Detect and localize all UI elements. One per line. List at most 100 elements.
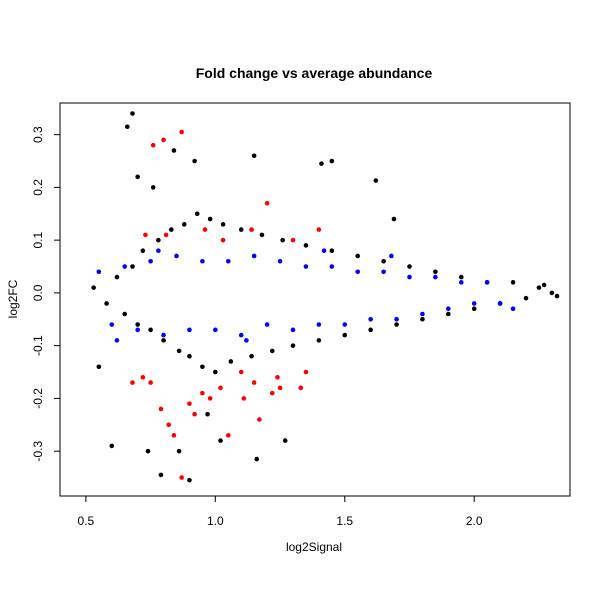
data-point [458, 280, 464, 285]
data-point [269, 348, 275, 354]
data-point [135, 327, 140, 333]
data-point [277, 385, 283, 391]
data-point [228, 359, 234, 364]
data-point [150, 142, 156, 148]
data-point [275, 375, 280, 380]
data-point [510, 306, 516, 312]
data-point [148, 380, 153, 385]
x-tick-label: 2.0 [466, 514, 483, 528]
data-point [316, 227, 322, 232]
data-point [176, 348, 182, 354]
data-point [130, 111, 135, 116]
data-point [238, 332, 244, 338]
data-point [238, 369, 244, 375]
data-point [373, 178, 379, 183]
data-point [303, 264, 309, 269]
data-point [536, 285, 542, 290]
data-point [187, 353, 192, 359]
data-point [407, 264, 412, 269]
y-tick-label: -0.1 [31, 335, 45, 356]
y-axis-label: log2FC [6, 279, 20, 318]
y-tick-label: 0.0 [31, 284, 45, 301]
data-point [187, 477, 192, 483]
data-point [220, 237, 226, 243]
data-point [176, 448, 182, 454]
data-point [96, 364, 102, 370]
data-point [244, 338, 249, 343]
data-point [122, 311, 128, 317]
data-point [394, 316, 399, 322]
data-point [130, 380, 135, 385]
data-point [166, 422, 172, 428]
data-point [145, 448, 151, 454]
data-point [181, 222, 187, 227]
data-point [109, 322, 115, 327]
data-point [213, 327, 218, 333]
data-point [104, 301, 109, 306]
data-point [143, 232, 148, 238]
data-point [109, 443, 115, 449]
data-point [114, 274, 120, 280]
data-point [171, 148, 177, 153]
x-tick-label: 1.5 [336, 514, 353, 528]
data-point [329, 158, 335, 164]
series-0 [91, 111, 560, 483]
data-point [163, 232, 169, 238]
data-point [355, 253, 361, 259]
data-point [290, 327, 296, 333]
chart-title: Fold change vs average abundance [196, 65, 433, 81]
data-point [420, 316, 425, 322]
data-point [187, 327, 192, 333]
data-point [179, 475, 184, 480]
data-point [179, 129, 184, 135]
data-point [446, 306, 451, 312]
data-point [407, 274, 412, 280]
data-point [290, 343, 296, 348]
data-point [290, 237, 296, 243]
data-point [389, 253, 394, 259]
data-point [140, 375, 146, 380]
data-point [161, 338, 166, 343]
data-point [161, 332, 166, 338]
data-point [135, 174, 140, 180]
data-point [125, 124, 130, 130]
data-point [205, 411, 210, 417]
data-point [241, 396, 247, 401]
y-tick-label: 0.3 [31, 126, 45, 143]
data-point [218, 385, 223, 391]
data-point [329, 248, 335, 253]
x-tick-label: 1.0 [207, 514, 224, 528]
data-point [381, 269, 386, 275]
data-point [420, 311, 425, 317]
data-point [541, 282, 547, 288]
data-point [156, 248, 161, 253]
data-point [158, 406, 164, 412]
data-point [303, 369, 309, 375]
data-point [220, 222, 226, 227]
data-point [207, 216, 213, 222]
data-point [251, 153, 257, 159]
data-point [192, 158, 197, 164]
x-tick-label: 0.5 [78, 514, 95, 528]
data-point [264, 322, 270, 327]
data-point [319, 161, 324, 166]
x-axis-label: log2Signal [286, 540, 342, 554]
x-axis: 0.5 1.0 1.5 2.0 [78, 495, 483, 528]
data-point [433, 269, 438, 275]
data-point [329, 264, 335, 269]
data-point [264, 200, 270, 206]
data-point [225, 258, 231, 264]
data-point [148, 258, 153, 264]
data-point [213, 369, 218, 375]
data-point [148, 327, 153, 333]
series-2 [130, 129, 322, 480]
data-point [251, 380, 257, 385]
data-point [282, 438, 288, 443]
points-layer [91, 111, 560, 483]
data-point [249, 227, 254, 232]
data-point [114, 338, 120, 343]
data-point [194, 211, 200, 217]
data-point [150, 185, 156, 190]
data-point [510, 280, 516, 285]
